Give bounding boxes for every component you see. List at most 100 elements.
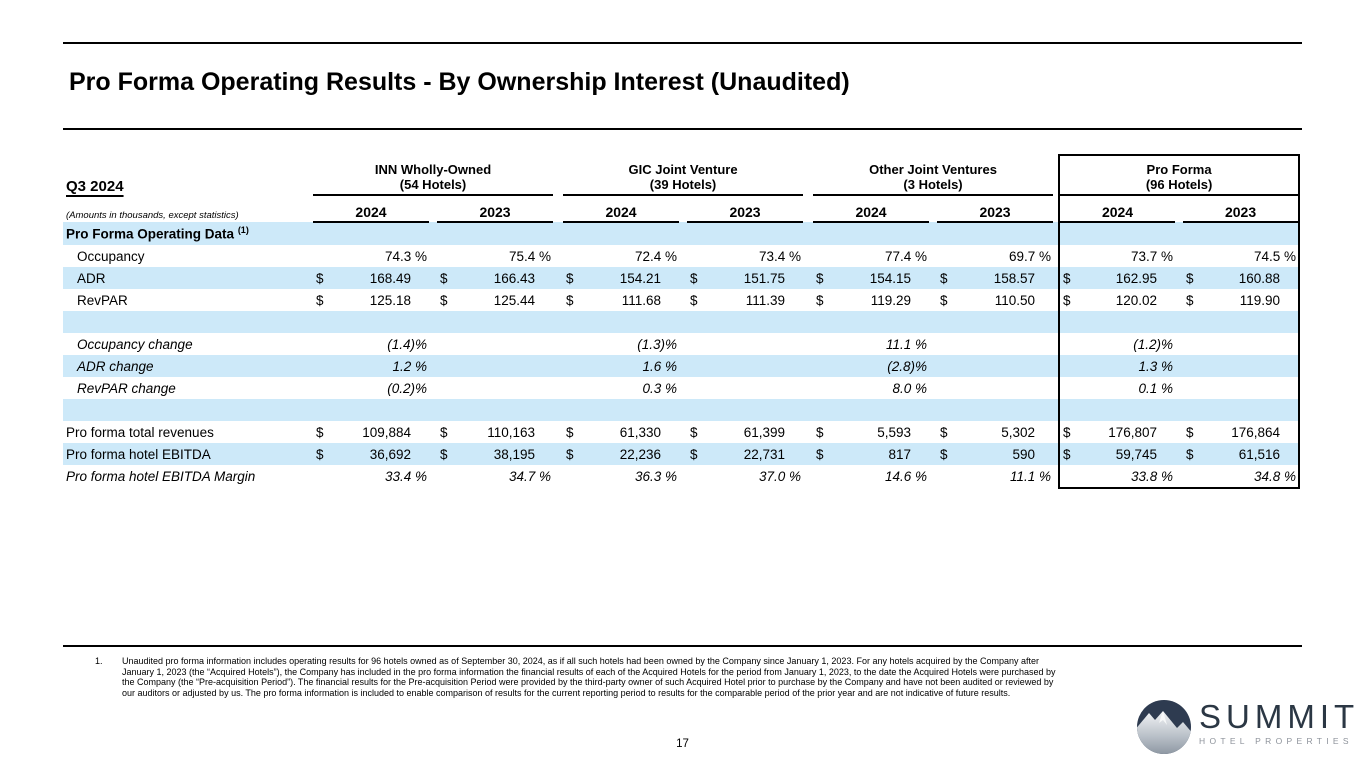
- data-cell: [813, 222, 929, 245]
- gap: [429, 377, 437, 399]
- data-cell: $109,884: [313, 421, 429, 443]
- cell-value: 33.4 %: [384, 469, 427, 484]
- data-cell: $151.75: [687, 267, 803, 289]
- gap: [1175, 289, 1183, 311]
- data-cell: (0.2)%: [313, 377, 429, 399]
- page-title: Pro Forma Operating Results - By Ownersh…: [69, 68, 850, 96]
- year-header: 2023: [937, 195, 1054, 223]
- col-group-proforma: Pro Forma (96 Hotels): [1058, 154, 1301, 196]
- gap: [1175, 377, 1183, 399]
- currency-symbol: $: [816, 292, 824, 308]
- data-cell: (1.3)%: [563, 333, 679, 355]
- cell-value: 111.68: [621, 292, 662, 308]
- cell-value: 34.8 %: [1254, 468, 1297, 484]
- gap: [429, 222, 437, 245]
- cell-value: 0.1 %: [1138, 380, 1174, 396]
- gap: [679, 222, 687, 245]
- group-name: Pro Forma: [1146, 162, 1212, 177]
- cell-value: 34.7 %: [509, 469, 552, 484]
- currency-symbol: $: [1186, 446, 1194, 462]
- col-group-inn: INN Wholly-Owned (54 Hotels): [313, 155, 554, 196]
- group-hotels: (96 Hotels): [1145, 177, 1213, 192]
- data-cell: 75.4 %: [437, 245, 553, 267]
- data-cell: $154.15: [813, 267, 929, 289]
- data-cell: (1.2)%: [1058, 333, 1176, 355]
- row-label: [63, 311, 313, 333]
- data-cell: $119.29: [813, 289, 929, 311]
- gap: [553, 222, 563, 245]
- gap: [553, 465, 563, 488]
- gap: [929, 465, 937, 488]
- table-row: RevPAR change (0.2)% 0.3 % 8.0 % 0.1 %: [63, 377, 1301, 399]
- cell-value: 38,195: [493, 446, 536, 462]
- row-label: Pro forma hotel EBITDA Margin: [66, 469, 256, 484]
- data-cell: 69.7 %: [937, 245, 1053, 267]
- currency-symbol: $: [690, 424, 698, 440]
- cell-value: 162.95: [1115, 270, 1158, 286]
- year-header: 2023: [687, 195, 804, 223]
- data-cell: 33.8 %: [1058, 465, 1176, 489]
- table-row: ADR $168.49 $166.43 $154.21 $151.75 $154.15 $1…: [63, 267, 1301, 289]
- data-cell: [1183, 311, 1301, 333]
- data-cell: [813, 399, 929, 421]
- period-label: Q3 2024: [66, 178, 124, 195]
- data-cell: 0.1 %: [1058, 377, 1176, 399]
- cell-value: 22,236: [619, 446, 662, 462]
- data-cell: 0.3 %: [563, 377, 679, 399]
- cell-value: 11.1 %: [886, 336, 928, 352]
- currency-symbol: $: [566, 424, 574, 440]
- table-row: Occupancy change (1.4)% (1.3)% 11.1 % (1.2)%: [63, 333, 1301, 355]
- gap: [679, 267, 687, 289]
- cell-value: 75.4 %: [509, 248, 552, 264]
- gap: [1175, 195, 1183, 222]
- data-cell: $154.21: [563, 267, 679, 289]
- data-cell: [937, 355, 1053, 377]
- table-row: Occupancy 74.3 % 75.4 % 72.4 % 73.4 % 77.4 % 6…: [63, 245, 1301, 267]
- cell-value: 73.7 %: [1131, 248, 1174, 264]
- gap: [429, 421, 437, 443]
- top-divider: [63, 42, 1302, 44]
- gap: [929, 311, 937, 333]
- currency-symbol: $: [1063, 424, 1071, 440]
- currency-symbol: $: [1063, 446, 1071, 462]
- data-cell: $22,731: [687, 443, 803, 465]
- col-group-gic: GIC Joint Venture (39 Hotels): [563, 155, 804, 196]
- logo-name: SUMMIT: [1199, 698, 1360, 735]
- cell-value: 119.90: [1239, 292, 1281, 308]
- data-cell: [813, 311, 929, 333]
- gap: [429, 355, 437, 377]
- gap: [1175, 222, 1183, 245]
- data-cell: 1.3 %: [1058, 355, 1176, 377]
- row-label: Occupancy: [77, 248, 145, 264]
- data-cell: 37.0 %: [687, 465, 803, 488]
- table-row: ADR change 1.2 % 1.6 % (2.8)% 1.3 %: [63, 355, 1301, 377]
- cell-value: (0.2)%: [387, 380, 427, 396]
- gap: [679, 311, 687, 333]
- cell-value: (2.8)%: [887, 358, 928, 374]
- cell-value: 151.75: [743, 270, 786, 286]
- company-logo: SUMMIT HOTEL PROPERTIES: [1136, 699, 1359, 755]
- group-name: INN Wholly-Owned: [374, 162, 492, 177]
- data-cell: 77.4 %: [813, 245, 929, 267]
- data-cell: $125.18: [313, 289, 429, 311]
- gap: [1175, 421, 1183, 443]
- gap: [929, 245, 937, 267]
- footnote-divider: [63, 645, 1302, 647]
- data-cell: [937, 222, 1053, 245]
- row-label: Pro forma total revenues: [66, 424, 214, 440]
- currency-symbol: $: [316, 270, 324, 286]
- year-header: 2023: [437, 195, 554, 223]
- currency-symbol: $: [940, 446, 948, 462]
- data-cell: [563, 222, 679, 245]
- cell-value: 817: [888, 446, 912, 462]
- currency-symbol: $: [566, 292, 574, 308]
- cell-value: 119.29: [870, 292, 912, 308]
- title-divider: [63, 128, 1302, 130]
- gap: [553, 289, 563, 311]
- page-number: 17: [676, 738, 689, 750]
- table-row: [63, 311, 1301, 333]
- gap: [679, 355, 687, 377]
- gap: [679, 245, 687, 267]
- table-row: Pro forma hotel EBITDA Margin 33.4 % 34.7 …: [63, 465, 1301, 489]
- data-cell: 72.4 %: [563, 245, 679, 267]
